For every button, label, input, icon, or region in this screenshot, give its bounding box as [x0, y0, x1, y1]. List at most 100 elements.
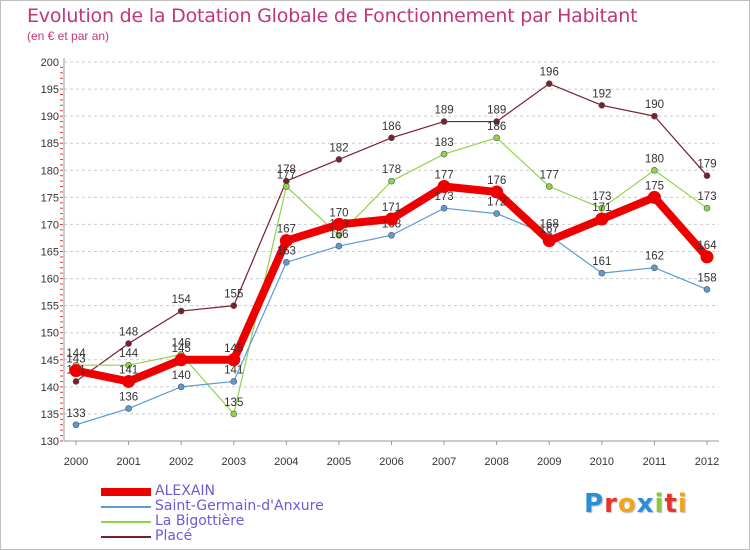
data-point [647, 190, 661, 204]
data-label: 177 [540, 170, 559, 182]
data-point [598, 102, 606, 109]
y-tick-label: 130 [41, 436, 59, 448]
data-label: 141 [224, 364, 243, 376]
data-point [598, 204, 606, 212]
data-label: 136 [119, 392, 138, 404]
data-point [700, 250, 714, 264]
data-label: 170 [329, 207, 348, 219]
data-point [335, 156, 343, 163]
data-point [440, 150, 448, 158]
data-point [493, 134, 500, 142]
data-label: 189 [434, 105, 453, 117]
data-point [122, 374, 136, 388]
legend-label: Saint-Germain-d'Anxure [155, 498, 324, 514]
x-tick-label: 2003 [222, 456, 246, 468]
legend-label: Placé [155, 528, 193, 544]
data-point [283, 259, 290, 266]
y-tick-label: 155 [41, 301, 59, 313]
data-label: 167 [277, 224, 296, 236]
legend-swatch [101, 521, 151, 523]
data-point [230, 410, 238, 418]
data-label: 163 [277, 245, 296, 257]
data-point [174, 353, 188, 367]
data-label: 186 [382, 121, 401, 133]
data-label: 154 [172, 294, 192, 306]
data-label: 148 [119, 327, 138, 339]
data-label: 158 [697, 272, 716, 284]
data-point [388, 134, 395, 142]
data-point [227, 353, 241, 367]
data-label: 166 [329, 229, 348, 241]
data-label: 177 [434, 170, 453, 182]
y-tick-label: 165 [41, 247, 59, 259]
data-point [493, 118, 500, 125]
x-tick-label: 2002 [169, 456, 193, 468]
data-label: 186 [487, 121, 506, 133]
data-label: 196 [540, 67, 559, 79]
data-point [703, 204, 711, 212]
data-point [388, 177, 395, 185]
y-tick-label: 175 [41, 192, 59, 204]
data-label: 190 [645, 99, 664, 111]
data-label: 183 [434, 137, 453, 149]
data-point [651, 264, 658, 272]
data-label: 173 [592, 191, 611, 203]
data-point [595, 212, 609, 226]
data-label: 177 [277, 170, 296, 182]
data-point [177, 307, 185, 315]
y-tick-label: 150 [41, 328, 59, 340]
x-tick-label: 2004 [274, 456, 298, 468]
y-tick-label: 140 [41, 382, 59, 394]
data-point [440, 204, 448, 212]
data-point [651, 112, 658, 120]
data-label: 141 [119, 364, 138, 376]
y-tick-label: 180 [41, 165, 59, 177]
data-point [332, 217, 346, 231]
x-tick-label: 2006 [379, 456, 403, 468]
data-label: 173 [697, 191, 716, 203]
x-tick-label: 2012 [695, 456, 719, 468]
data-point [703, 172, 711, 179]
legend-swatch [101, 536, 151, 538]
plot-area [64, 60, 719, 441]
data-point [385, 212, 398, 226]
data-label: 144 [66, 348, 86, 360]
data-label: 173 [434, 191, 453, 203]
y-tick-label: 145 [41, 355, 59, 367]
data-point [651, 166, 658, 174]
data-label: 145 [172, 343, 191, 355]
data-point [279, 234, 293, 248]
data-point [230, 378, 238, 385]
data-label: 180 [645, 153, 664, 165]
data-point [703, 286, 711, 293]
data-point [542, 234, 556, 248]
data-label: 175 [645, 180, 664, 192]
data-label: 135 [224, 397, 243, 409]
x-tick-label: 2005 [327, 456, 351, 468]
data-point [230, 302, 238, 309]
data-label: 146 [172, 337, 191, 349]
data-label: 145 [224, 343, 243, 355]
y-tick-label: 160 [41, 274, 59, 286]
data-point [335, 231, 343, 239]
series-line [75, 207, 708, 426]
legend-swatch [101, 506, 151, 508]
data-point [125, 405, 132, 412]
data-point [440, 118, 448, 125]
data-label: 179 [697, 159, 716, 171]
data-point [490, 185, 504, 199]
y-tick-label: 190 [41, 111, 59, 123]
x-tick-label: 2009 [537, 456, 561, 468]
data-point [493, 210, 500, 217]
chart-subtitle: (en € et par an) [27, 29, 110, 43]
data-label: 178 [382, 164, 401, 176]
data-point [283, 183, 290, 190]
y-tick-label: 195 [41, 84, 59, 96]
data-label: 164 [697, 240, 717, 252]
data-label: 178 [277, 164, 296, 176]
data-label: 171 [382, 202, 401, 214]
data-point [125, 361, 132, 369]
data-point [177, 383, 185, 391]
